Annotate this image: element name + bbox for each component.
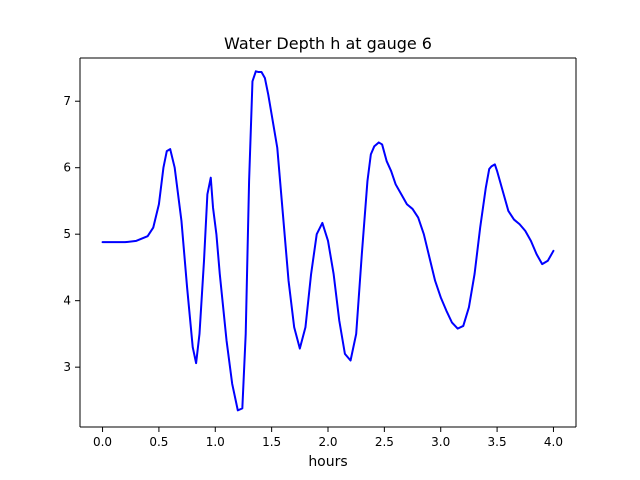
x-tick-label: 1.0 (206, 435, 225, 449)
x-tick-label: 1.5 (262, 435, 281, 449)
x-tick-label: 0.5 (149, 435, 168, 449)
series-line-0 (101, 70, 555, 412)
x-tick-label: 0.0 (93, 435, 112, 449)
y-tick-label: 5 (63, 227, 71, 241)
x-tick-label: 4.0 (544, 435, 563, 449)
x-axis-label: hours (308, 454, 347, 470)
chart-title: Water Depth h at gauge 6 (224, 34, 432, 53)
y-tick-label: 7 (63, 94, 71, 108)
y-tick-label: 3 (63, 360, 71, 374)
x-tick-label: 3.5 (488, 435, 507, 449)
plot-area: 0.0 0.5 1.0 1.5 2.0 2.5 3.0 3.5 4.0 3 4 5 6 7 (63, 57, 577, 449)
x-tick-label: 2.5 (375, 435, 394, 449)
y-tick-label: 4 (63, 294, 71, 308)
x-tick-label: 2.0 (318, 435, 337, 449)
y-tick-label: 6 (63, 161, 71, 175)
x-tick-label: 3.0 (431, 435, 450, 449)
